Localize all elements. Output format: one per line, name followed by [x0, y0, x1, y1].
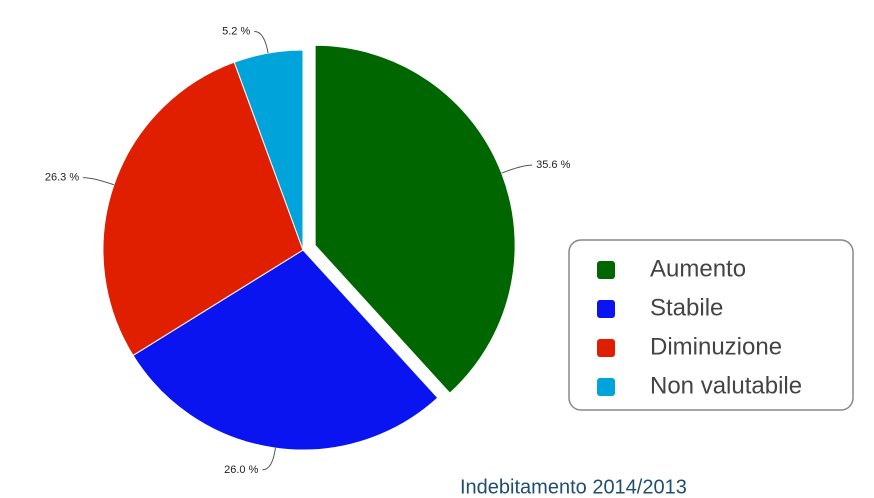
leader-line — [254, 30, 269, 54]
pie-slice — [233, 49, 304, 251]
legend-label: Stabile — [650, 294, 723, 321]
legend-swatch — [597, 378, 615, 396]
pie-slice — [314, 44, 516, 394]
legend-label: Non valutabile — [650, 372, 802, 399]
leader-line — [262, 448, 276, 471]
chart-title: Indebitamento 2014/2013 — [460, 476, 687, 498]
legend-swatch — [597, 261, 615, 279]
legend-label: Diminuzione — [650, 333, 782, 360]
data-label: 26.3 % — [45, 171, 79, 183]
data-label: 5.2 % — [222, 25, 250, 37]
leader-line — [83, 177, 115, 186]
legend-swatch — [597, 300, 615, 318]
pie-slice — [102, 61, 304, 357]
legend-swatch — [597, 339, 615, 357]
data-label: 35.6 % — [536, 159, 570, 171]
leader-line — [501, 164, 533, 174]
legend-label: Aumento — [650, 255, 746, 282]
legend-box — [568, 239, 854, 411]
data-label: 26.0 % — [224, 464, 258, 476]
